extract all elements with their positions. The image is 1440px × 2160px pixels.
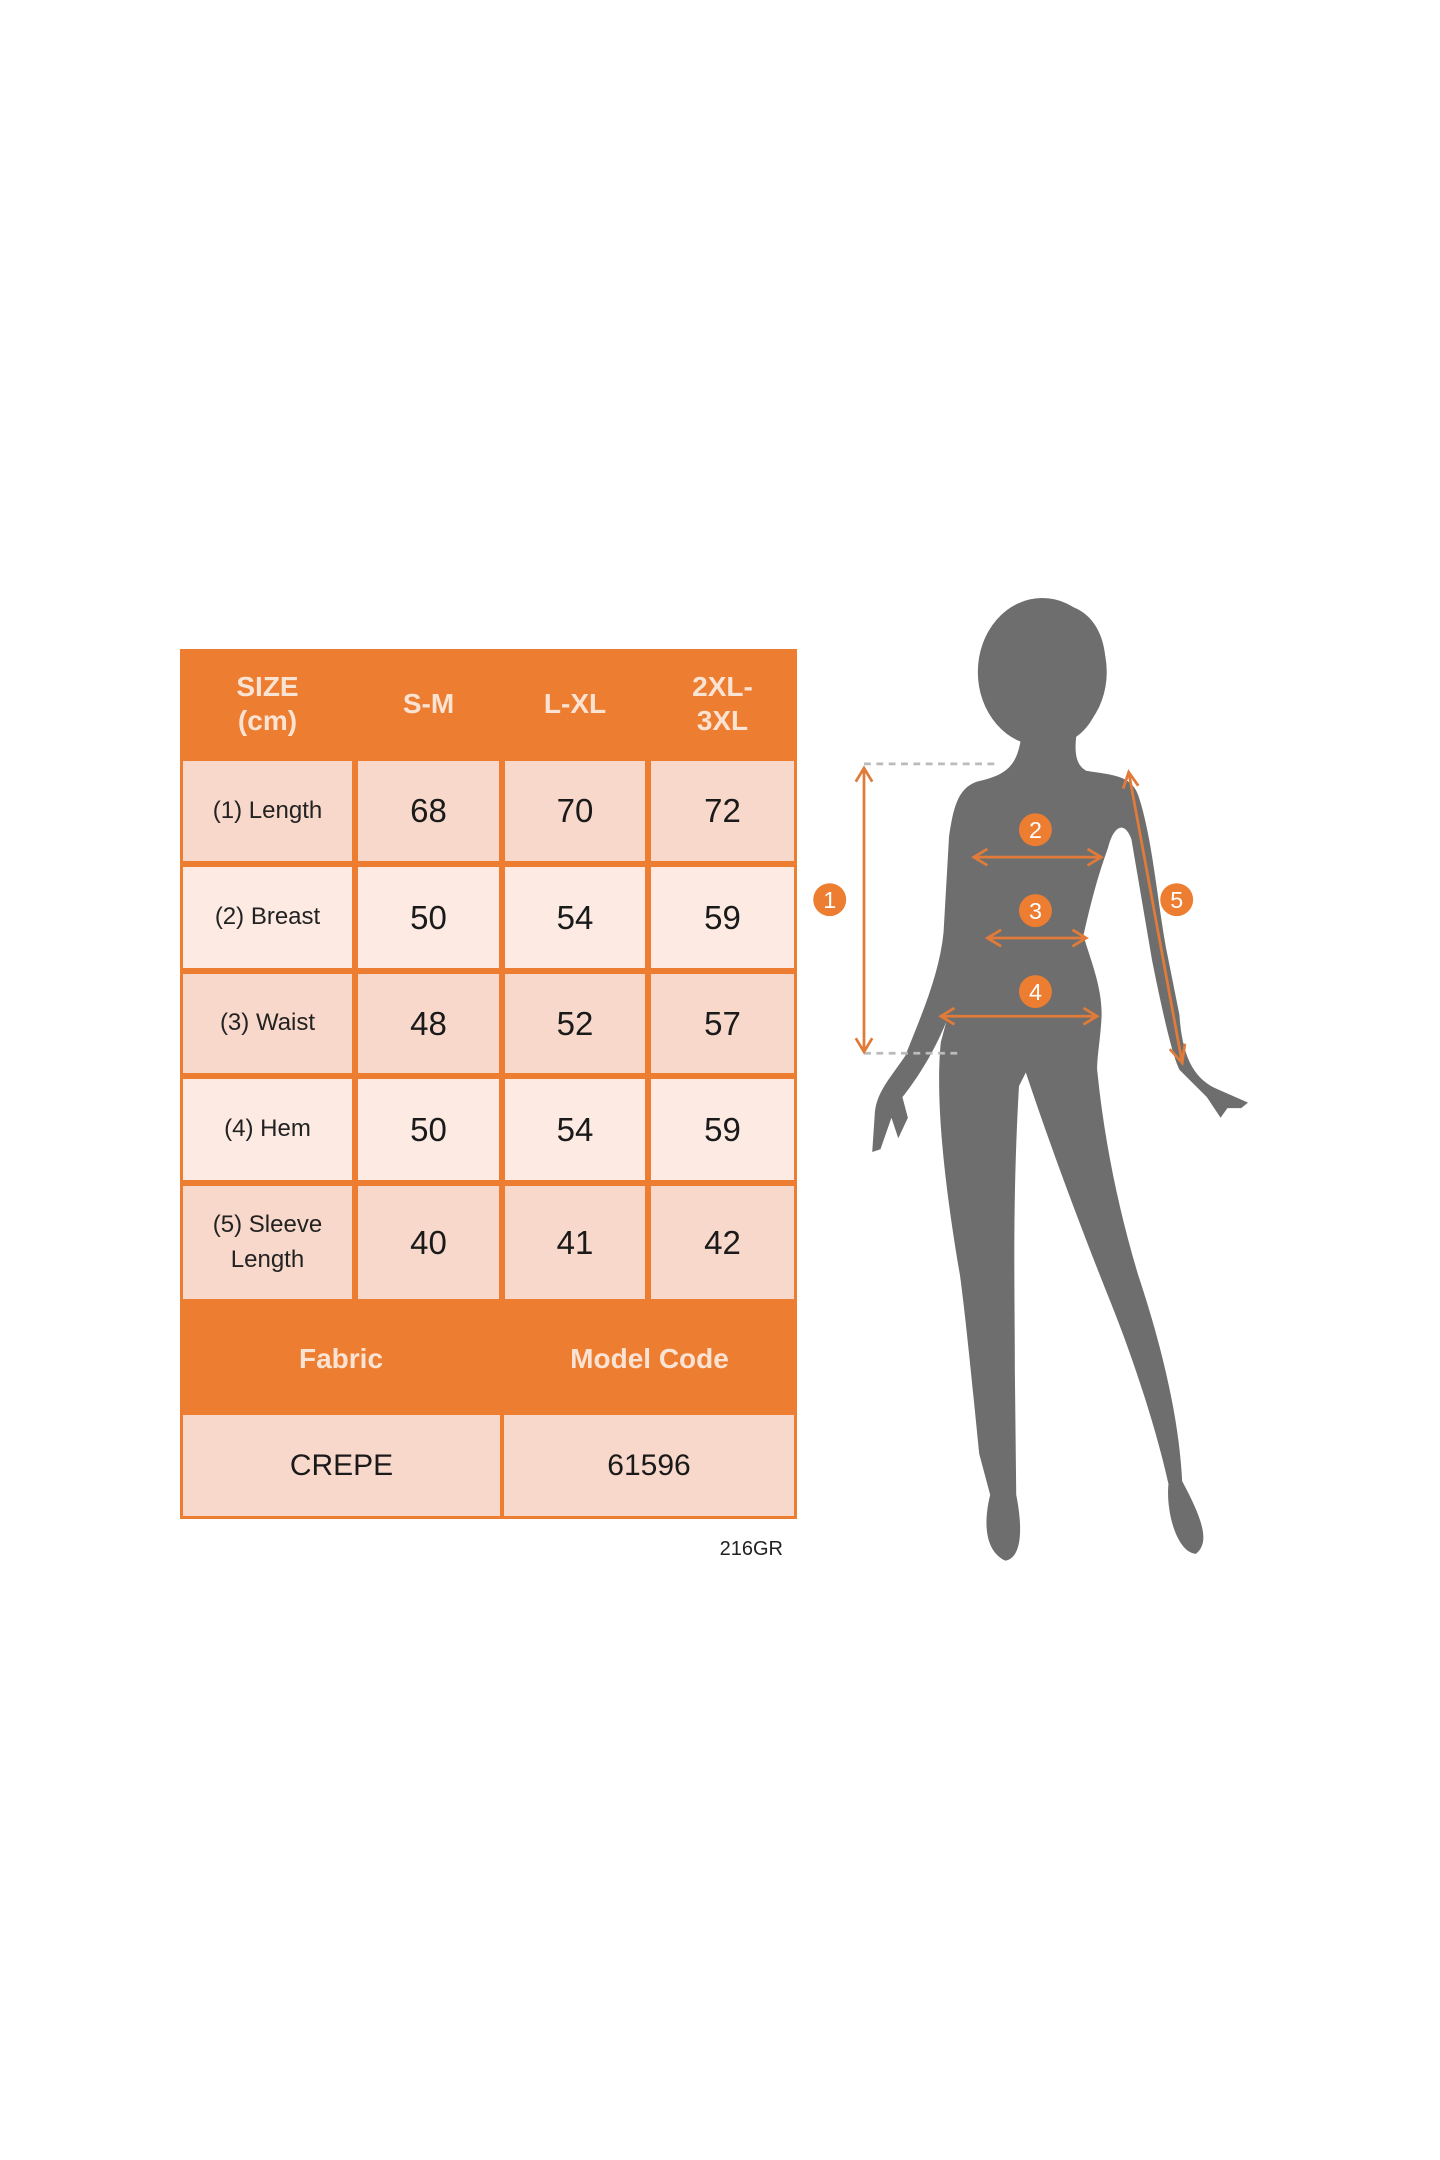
row-value: 72 (651, 761, 794, 861)
marker-1-label: 1 (823, 887, 836, 913)
row-label: (1) Length (183, 761, 352, 861)
fabric-value: CREPE (183, 1415, 500, 1516)
model-code-value: 61596 (504, 1415, 794, 1516)
row-value: 40 (358, 1186, 499, 1299)
marker-1-icon (813, 883, 847, 917)
row-label: (5) Sleeve Length (183, 1186, 352, 1299)
header-size-line2: (cm) (237, 704, 298, 736)
row-label-line: (5) Sleeve (212, 1210, 323, 1238)
row-value: 57 (651, 974, 794, 1073)
row-label: (4) Hem (183, 1079, 352, 1180)
product-code-label: 216GR (719, 1538, 783, 1560)
marker-3-label: 3 (1029, 898, 1042, 924)
marker-2-label: 2 (1029, 817, 1042, 843)
header-size: SIZE (cm) (180, 649, 355, 758)
row-value: 42 (651, 1186, 794, 1299)
row-value: 50 (358, 1079, 499, 1180)
row-label: (3) Waist (183, 974, 352, 1073)
marker-5-icon (1160, 883, 1194, 917)
row-value: 52 (505, 974, 645, 1073)
sleeve-arrow (1121, 769, 1187, 1066)
hem-arrow (938, 1006, 1100, 1026)
header-2xl-3xl: 2XL-3XL (648, 649, 797, 758)
marker-2-icon (1018, 813, 1052, 847)
size-chart-table: SIZE (cm) S-M L-XL 2XL-3XL (1) Length 68 70… (180, 649, 797, 1519)
marker-4-icon (1018, 975, 1052, 1008)
header-s-m: S-M (402, 687, 455, 719)
woman-silhouette (872, 597, 1248, 1561)
header-model-code: Model Code (570, 1342, 729, 1374)
measurement-arrows (854, 762, 1187, 1066)
row-label-line: Length (230, 1245, 305, 1273)
row-value: 54 (505, 1079, 645, 1180)
breast-arrow (971, 847, 1104, 867)
row-value: 59 (651, 1079, 794, 1180)
marker-5-label: 5 (1170, 887, 1183, 913)
waist-arrow (984, 928, 1089, 948)
header-size-line1: SIZE (236, 670, 299, 702)
header-2xl-3xl-label: 2XL-3XL (692, 670, 753, 736)
header-l-xl: L-XL (543, 687, 607, 719)
marker-4-label: 4 (1029, 979, 1042, 1005)
row-value: 68 (358, 761, 499, 861)
row-value: 41 (505, 1186, 645, 1299)
length-arrow (854, 765, 874, 1055)
row-label: (2) Breast (183, 867, 352, 968)
row-value: 59 (651, 867, 794, 968)
row-value: 54 (505, 867, 645, 968)
row-value: 50 (358, 867, 499, 968)
marker-3-icon (1018, 894, 1052, 928)
row-value: 70 (505, 761, 645, 861)
row-value: 48 (358, 974, 499, 1073)
header-fabric: Fabric (298, 1342, 384, 1374)
